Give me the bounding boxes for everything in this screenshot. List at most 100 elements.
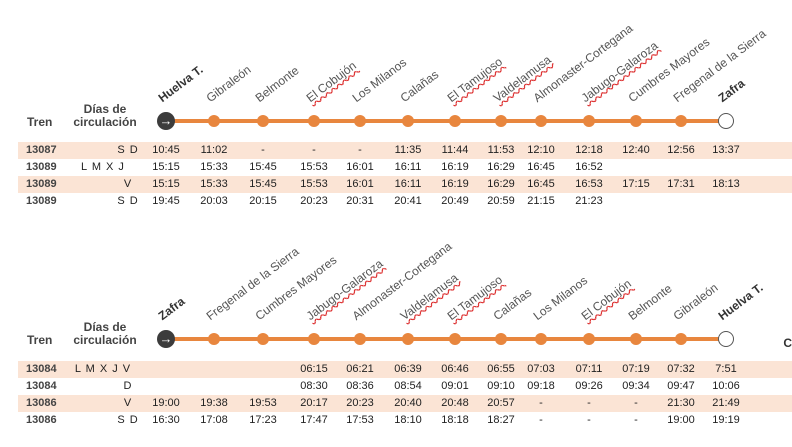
time-cell: 17:23 <box>249 414 277 426</box>
time-cell: 13:37 <box>712 144 740 156</box>
timetable-huelva-zafra: Tren Días de circulación → Huelva T. Gibrale… <box>0 0 792 210</box>
circulation-days: L M X J <box>81 161 125 173</box>
time-cell: 16:30 <box>152 414 180 426</box>
station-dot <box>583 115 595 127</box>
time-cell: 21:23 <box>575 195 603 207</box>
time-cell: 15:53 <box>300 161 328 173</box>
station-dot <box>535 333 547 345</box>
time-cell: 16:19 <box>441 161 469 173</box>
time-cell: 20:48 <box>441 397 469 409</box>
time-cell: 21:30 <box>667 397 695 409</box>
time-cell: - <box>312 144 316 156</box>
time-cell: 19:19 <box>712 414 740 426</box>
time-cell: 20:17 <box>300 397 328 409</box>
time-cell: 11:02 <box>200 144 228 156</box>
header-days: Días de circulación <box>73 320 137 347</box>
table-row: 13084 L M X J V 06:15 06:21 06:39 06:46 06:55 0… <box>18 361 792 378</box>
time-cell: - <box>587 414 591 426</box>
header-days: Días de circulación <box>73 102 137 129</box>
circulation-days: S D <box>117 414 139 426</box>
time-cell: 15:45 <box>249 178 277 190</box>
station-dot <box>208 333 220 345</box>
time-cell: 17:08 <box>200 414 228 426</box>
time-cell: 15:53 <box>300 178 328 190</box>
time-cell: - <box>358 144 362 156</box>
time-cell: 09:34 <box>622 380 650 392</box>
table-row: 13089 L M X J 15:15 15:33 15:45 15:53 16:01 16:… <box>18 159 792 176</box>
time-cell: 18:18 <box>441 414 469 426</box>
time-cell: 19:38 <box>200 397 228 409</box>
station-name: Belmonte <box>252 63 302 105</box>
time-cell: 20:40 <box>394 397 422 409</box>
station-dot <box>402 115 414 127</box>
station-dot <box>257 115 269 127</box>
circulation-days: V <box>123 397 133 409</box>
time-cell: 20:49 <box>441 195 469 207</box>
time-cell: 08:30 <box>300 380 328 392</box>
time-cell: 16:52 <box>575 161 603 173</box>
station-label: Gibraleón <box>204 63 254 105</box>
time-cell: 7:51 <box>715 363 737 375</box>
station-label: Huelva T. <box>716 281 766 323</box>
station-name: Calañas <box>397 67 442 105</box>
time-cell: 07:03 <box>527 363 555 375</box>
time-cell: 15:33 <box>200 178 228 190</box>
train-number: 13089 <box>26 195 57 207</box>
time-cell: - <box>634 414 638 426</box>
time-cell: 06:39 <box>394 363 422 375</box>
station-dot <box>308 115 320 127</box>
station-name: El Cobujón <box>303 58 359 105</box>
station-dot <box>583 333 595 345</box>
time-cell: 07:32 <box>667 363 695 375</box>
time-cell: 06:21 <box>346 363 374 375</box>
route-line <box>166 119 726 123</box>
time-cell: 15:15 <box>152 161 180 173</box>
time-cell: 12:18 <box>575 144 603 156</box>
station-label: Calañas <box>491 285 535 323</box>
station-dot <box>354 333 366 345</box>
time-cell: 20:03 <box>200 195 228 207</box>
time-cell: 20:15 <box>249 195 277 207</box>
time-cell: 16:11 <box>394 161 422 173</box>
time-cell: 12:40 <box>622 144 650 156</box>
table-row: 13086 V 19:00 19:38 19:53 20:17 20:23 20:40 20:4… <box>18 395 792 412</box>
station-name: Zafra <box>715 76 748 105</box>
end-station-marker <box>718 331 734 347</box>
station-label: Zafra <box>156 294 188 323</box>
time-cell: 06:46 <box>441 363 469 375</box>
time-cell: 17:47 <box>300 414 328 426</box>
start-icon: → <box>157 112 175 130</box>
circulation-days: L M X J V <box>74 363 132 375</box>
station-dot <box>449 333 461 345</box>
time-cell: - <box>587 397 591 409</box>
time-cell: 20:23 <box>346 397 374 409</box>
time-cell: 10:45 <box>152 144 180 156</box>
train-number: 13089 <box>26 161 57 173</box>
circulation-days: D <box>123 380 133 392</box>
time-cell: 19:00 <box>152 397 180 409</box>
time-cell: 16:45 <box>527 161 555 173</box>
station-dot <box>630 115 642 127</box>
end-station-marker <box>718 113 734 129</box>
station-name: Gibraleón <box>670 280 721 323</box>
station-dot <box>495 333 507 345</box>
time-cell: 10:06 <box>712 380 740 392</box>
time-cell: - <box>539 414 543 426</box>
time-cell: 16:01 <box>346 161 374 173</box>
station-label: Gibraleón <box>671 281 721 323</box>
time-cell: - <box>634 397 638 409</box>
station-dot <box>257 333 269 345</box>
time-cell: 06:15 <box>300 363 328 375</box>
time-cell: 20:23 <box>300 195 328 207</box>
table-row: 13089 S D 19:45 20:03 20:15 20:23 20:31 20:41 20… <box>18 193 792 210</box>
cutoff-text: C <box>783 336 792 350</box>
time-cell: 11:44 <box>441 144 469 156</box>
station-dot <box>208 115 220 127</box>
time-cell: 18:13 <box>712 178 740 190</box>
time-cell: - <box>261 144 265 156</box>
time-cell: 17:15 <box>622 178 650 190</box>
time-cell: 19:53 <box>249 397 277 409</box>
train-number: 13087 <box>26 144 57 156</box>
route-line <box>166 337 726 341</box>
time-cell: 11:35 <box>394 144 422 156</box>
